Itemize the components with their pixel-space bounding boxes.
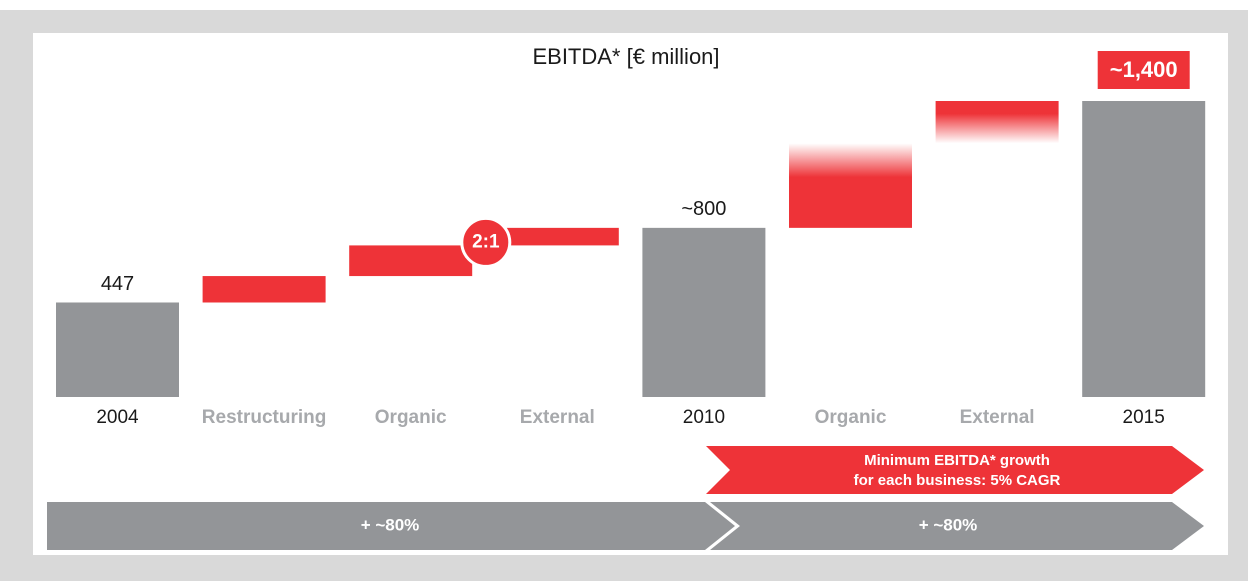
period-arrow bbox=[710, 502, 1204, 550]
bar bbox=[789, 143, 912, 228]
growth-note: Minimum EBITDA* growth bbox=[864, 452, 1050, 469]
bar bbox=[642, 227, 766, 397]
category-label: External bbox=[520, 407, 595, 428]
growth-arrow bbox=[706, 446, 1204, 494]
bar bbox=[495, 227, 619, 246]
bar bbox=[56, 302, 179, 397]
value-label: ~800 bbox=[681, 198, 726, 220]
period-growth: + ~80% bbox=[919, 515, 978, 534]
category-label: 2010 bbox=[683, 407, 725, 428]
ratio-badge-text: 2:1 bbox=[472, 231, 500, 252]
bar bbox=[202, 276, 326, 303]
value-label: 447 bbox=[101, 273, 134, 295]
ratio-badge bbox=[460, 216, 512, 268]
bar bbox=[1082, 101, 1206, 397]
category-label: 2004 bbox=[96, 407, 139, 428]
chart-title: EBITDA* [€ million] bbox=[532, 44, 719, 69]
label-box bbox=[1097, 51, 1190, 89]
period-growth: + ~80% bbox=[361, 515, 420, 534]
bar bbox=[349, 245, 473, 277]
category-label: 2015 bbox=[1123, 407, 1165, 428]
category-label: Organic bbox=[375, 407, 447, 428]
category-label: Restructuring bbox=[202, 407, 327, 428]
bar bbox=[935, 101, 1059, 144]
category-label: Organic bbox=[815, 407, 887, 428]
value-label: ~1,400 bbox=[1110, 57, 1178, 82]
period-arrow bbox=[47, 502, 735, 550]
category-label: External bbox=[960, 407, 1035, 428]
growth-note: for each business: 5% CAGR bbox=[854, 472, 1061, 489]
